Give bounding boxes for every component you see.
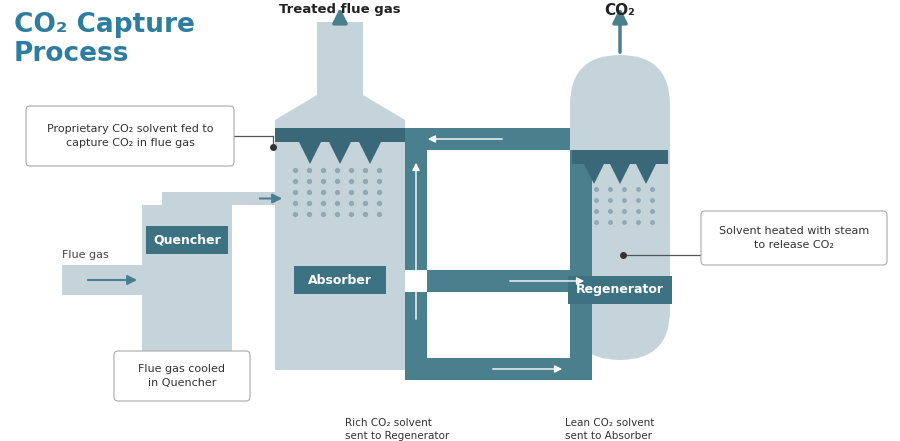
FancyBboxPatch shape	[317, 22, 363, 95]
FancyBboxPatch shape	[275, 128, 405, 142]
Text: Lean CO₂ solvent
sent to Absorber: Lean CO₂ solvent sent to Absorber	[565, 418, 654, 441]
Polygon shape	[570, 292, 592, 380]
Polygon shape	[405, 292, 427, 380]
FancyBboxPatch shape	[26, 106, 234, 166]
Polygon shape	[405, 150, 427, 270]
FancyBboxPatch shape	[62, 265, 142, 295]
FancyBboxPatch shape	[572, 150, 668, 164]
Text: Flue gas: Flue gas	[62, 250, 109, 260]
Text: CO₂ Capture
Process: CO₂ Capture Process	[14, 12, 195, 67]
Polygon shape	[610, 164, 630, 184]
Polygon shape	[299, 142, 321, 164]
Text: Proprietary CO₂ solvent fed to
capture CO₂ in flue gas: Proprietary CO₂ solvent fed to capture C…	[47, 124, 213, 148]
FancyBboxPatch shape	[568, 276, 672, 304]
Polygon shape	[405, 358, 592, 380]
FancyBboxPatch shape	[701, 211, 887, 265]
FancyBboxPatch shape	[570, 55, 670, 360]
Polygon shape	[405, 358, 427, 380]
Text: CO₂: CO₂	[605, 3, 635, 18]
FancyBboxPatch shape	[275, 120, 405, 370]
FancyBboxPatch shape	[142, 205, 232, 355]
Polygon shape	[359, 142, 381, 164]
Text: Flue gas cooled
in Quencher: Flue gas cooled in Quencher	[139, 364, 226, 388]
Polygon shape	[584, 164, 604, 184]
FancyBboxPatch shape	[114, 351, 250, 401]
Text: Treated flue gas: Treated flue gas	[279, 3, 400, 16]
Polygon shape	[265, 192, 275, 205]
Text: Rich CO₂ solvent
sent to Regenerator: Rich CO₂ solvent sent to Regenerator	[345, 418, 449, 441]
Text: Absorber: Absorber	[308, 273, 372, 287]
Polygon shape	[405, 128, 570, 150]
Polygon shape	[329, 142, 351, 164]
Polygon shape	[427, 270, 592, 292]
Polygon shape	[275, 95, 405, 120]
FancyBboxPatch shape	[146, 226, 228, 254]
Text: Quencher: Quencher	[153, 233, 220, 247]
Polygon shape	[570, 150, 592, 380]
FancyBboxPatch shape	[162, 192, 287, 205]
Text: Solvent heated with steam
to release CO₂: Solvent heated with steam to release CO₂	[719, 226, 869, 250]
FancyBboxPatch shape	[294, 266, 386, 294]
Polygon shape	[636, 164, 656, 184]
Text: Regenerator: Regenerator	[576, 284, 664, 296]
